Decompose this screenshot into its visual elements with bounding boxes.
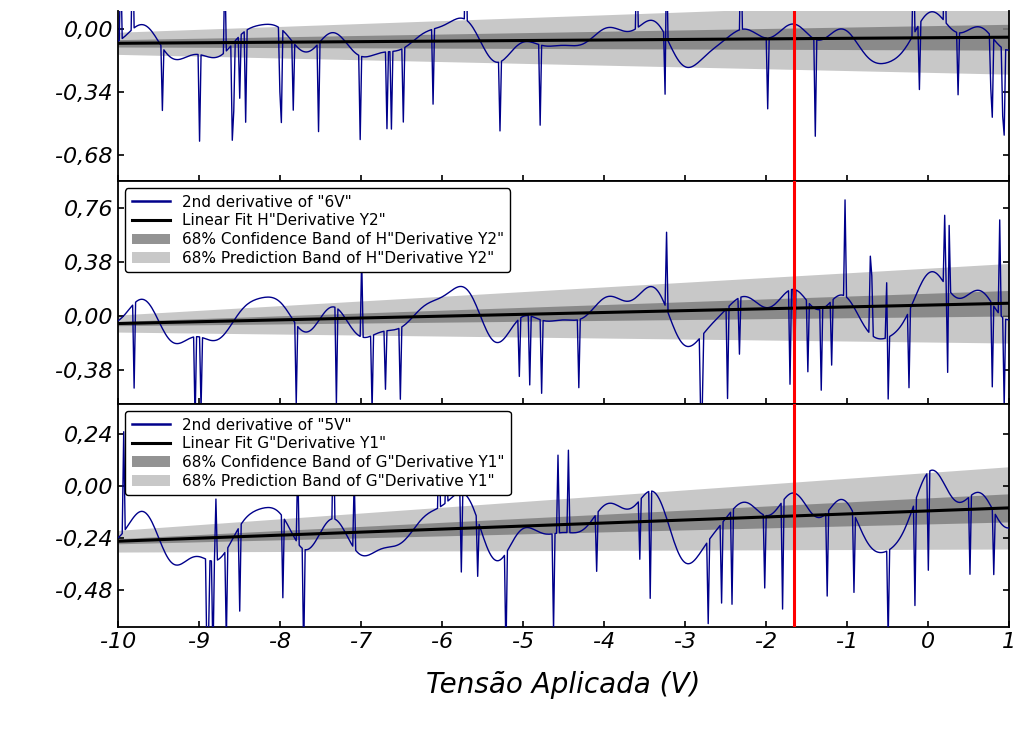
Legend: 2nd derivative of "6V", Linear Fit H"Derivative Y2", 68% Confidence Band of H"De: 2nd derivative of "6V", Linear Fit H"Der… (125, 188, 510, 272)
X-axis label: Tensão Aplicada (V): Tensão Aplicada (V) (426, 671, 700, 699)
Legend: 2nd derivative of "5V", Linear Fit G"Derivative Y1", 68% Confidence Band of G"De: 2nd derivative of "5V", Linear Fit G"Der… (125, 411, 511, 495)
